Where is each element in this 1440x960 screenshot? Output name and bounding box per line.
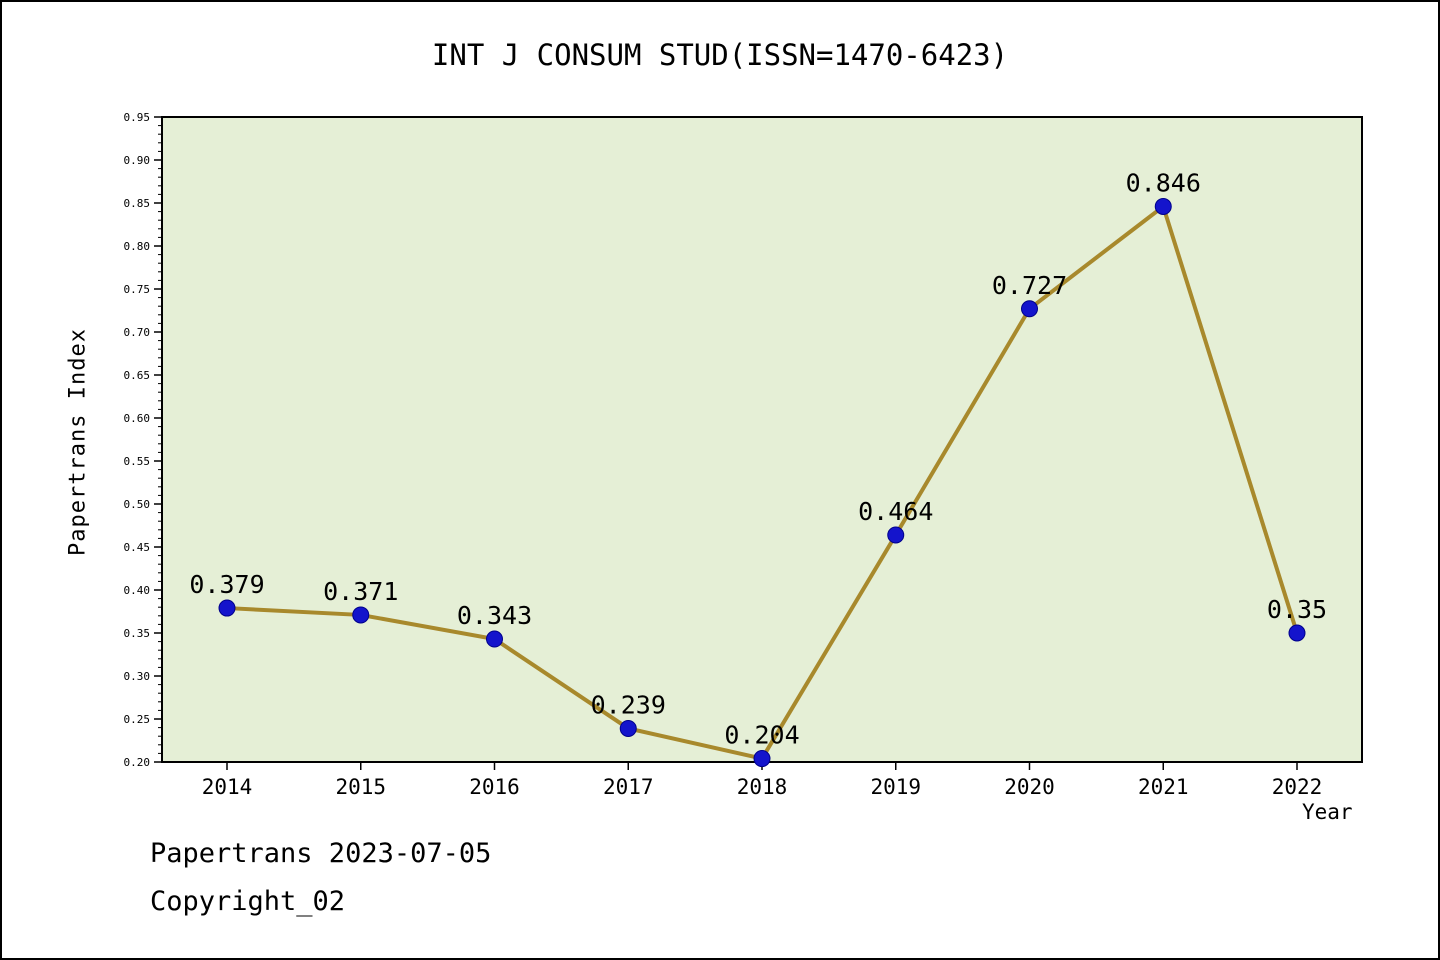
svg-text:0.70: 0.70: [124, 326, 151, 339]
svg-text:0.85: 0.85: [124, 197, 151, 210]
svg-text:0.204: 0.204: [724, 721, 799, 750]
svg-text:2017: 2017: [603, 775, 654, 799]
svg-text:0.95: 0.95: [124, 111, 151, 124]
svg-text:0.50: 0.50: [124, 498, 151, 511]
svg-text:0.40: 0.40: [124, 584, 151, 597]
svg-text:0.90: 0.90: [124, 154, 151, 167]
svg-text:0.727: 0.727: [992, 271, 1067, 300]
svg-text:0.65: 0.65: [124, 369, 151, 382]
svg-text:0.371: 0.371: [323, 577, 398, 606]
svg-text:2021: 2021: [1138, 775, 1189, 799]
svg-text:2015: 2015: [335, 775, 386, 799]
svg-text:0.55: 0.55: [124, 455, 151, 468]
x-axis-label: Year: [1302, 800, 1353, 824]
svg-text:0.20: 0.20: [124, 756, 151, 769]
svg-text:0.343: 0.343: [457, 601, 532, 630]
svg-text:0.35: 0.35: [1267, 595, 1327, 624]
watermark-copyright: Copyright_02: [150, 886, 346, 917]
svg-text:0.30: 0.30: [124, 670, 151, 683]
svg-text:0.379: 0.379: [189, 570, 264, 599]
svg-text:0.846: 0.846: [1126, 168, 1201, 197]
svg-text:0.75: 0.75: [124, 283, 151, 296]
svg-text:0.35: 0.35: [124, 627, 151, 640]
svg-text:0.25: 0.25: [124, 713, 151, 726]
svg-text:0.239: 0.239: [591, 690, 666, 719]
svg-text:2016: 2016: [469, 775, 520, 799]
svg-text:0.45: 0.45: [124, 541, 151, 554]
svg-text:0.80: 0.80: [124, 240, 151, 253]
svg-text:2018: 2018: [737, 775, 788, 799]
chart-title: INT J CONSUM STUD(ISSN=1470-6423): [431, 38, 1009, 72]
svg-text:2022: 2022: [1272, 775, 1323, 799]
svg-text:2019: 2019: [870, 775, 921, 799]
watermark-source-date: Papertrans 2023-07-05: [150, 838, 492, 869]
svg-text:0.60: 0.60: [124, 412, 151, 425]
svg-text:2020: 2020: [1004, 775, 1055, 799]
svg-text:2014: 2014: [202, 775, 253, 799]
svg-text:0.464: 0.464: [858, 497, 933, 526]
